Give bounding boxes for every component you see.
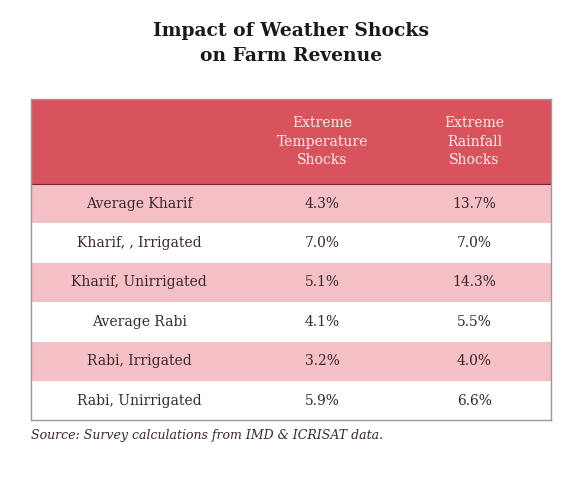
Bar (31, 302, 551, 341)
Bar (31, 341, 551, 381)
Text: Kharif, , Irrigated: Kharif, , Irrigated (77, 236, 202, 250)
Text: Rabi, Irrigated: Rabi, Irrigated (87, 354, 192, 368)
Text: Kharif, Unirrigated: Kharif, Unirrigated (71, 275, 207, 289)
Text: 7.0%: 7.0% (305, 236, 340, 250)
Text: 4.1%: 4.1% (305, 315, 340, 329)
Text: Rabi, Unirrigated: Rabi, Unirrigated (77, 394, 202, 408)
Text: Impact of Weather Shocks
on Farm Revenue: Impact of Weather Shocks on Farm Revenue (153, 22, 429, 65)
Text: 13.7%: 13.7% (452, 197, 496, 211)
Bar (31, 224, 551, 263)
Text: Average Kharif: Average Kharif (86, 197, 192, 211)
Bar (31, 381, 551, 420)
Text: 7.0%: 7.0% (457, 236, 492, 250)
Text: Average Rabi: Average Rabi (92, 315, 187, 329)
Bar (31, 263, 551, 302)
Text: Extreme
Rainfall
Shocks: Extreme Rainfall Shocks (444, 116, 504, 167)
Text: Extreme
Temperature
Shocks: Extreme Temperature Shocks (277, 116, 368, 167)
Text: 5.1%: 5.1% (305, 275, 340, 289)
Text: 5.9%: 5.9% (305, 394, 340, 408)
Text: 5.5%: 5.5% (457, 315, 492, 329)
Text: 6.6%: 6.6% (457, 394, 492, 408)
Text: 14.3%: 14.3% (452, 275, 496, 289)
Text: 3.2%: 3.2% (305, 354, 340, 368)
Text: 4.3%: 4.3% (305, 197, 340, 211)
Bar (31, 184, 551, 224)
Text: Source: Survey calculations from IMD & ICRISAT data.: Source: Survey calculations from IMD & I… (31, 429, 384, 442)
Text: 4.0%: 4.0% (457, 354, 492, 368)
Bar (31, 99, 551, 184)
